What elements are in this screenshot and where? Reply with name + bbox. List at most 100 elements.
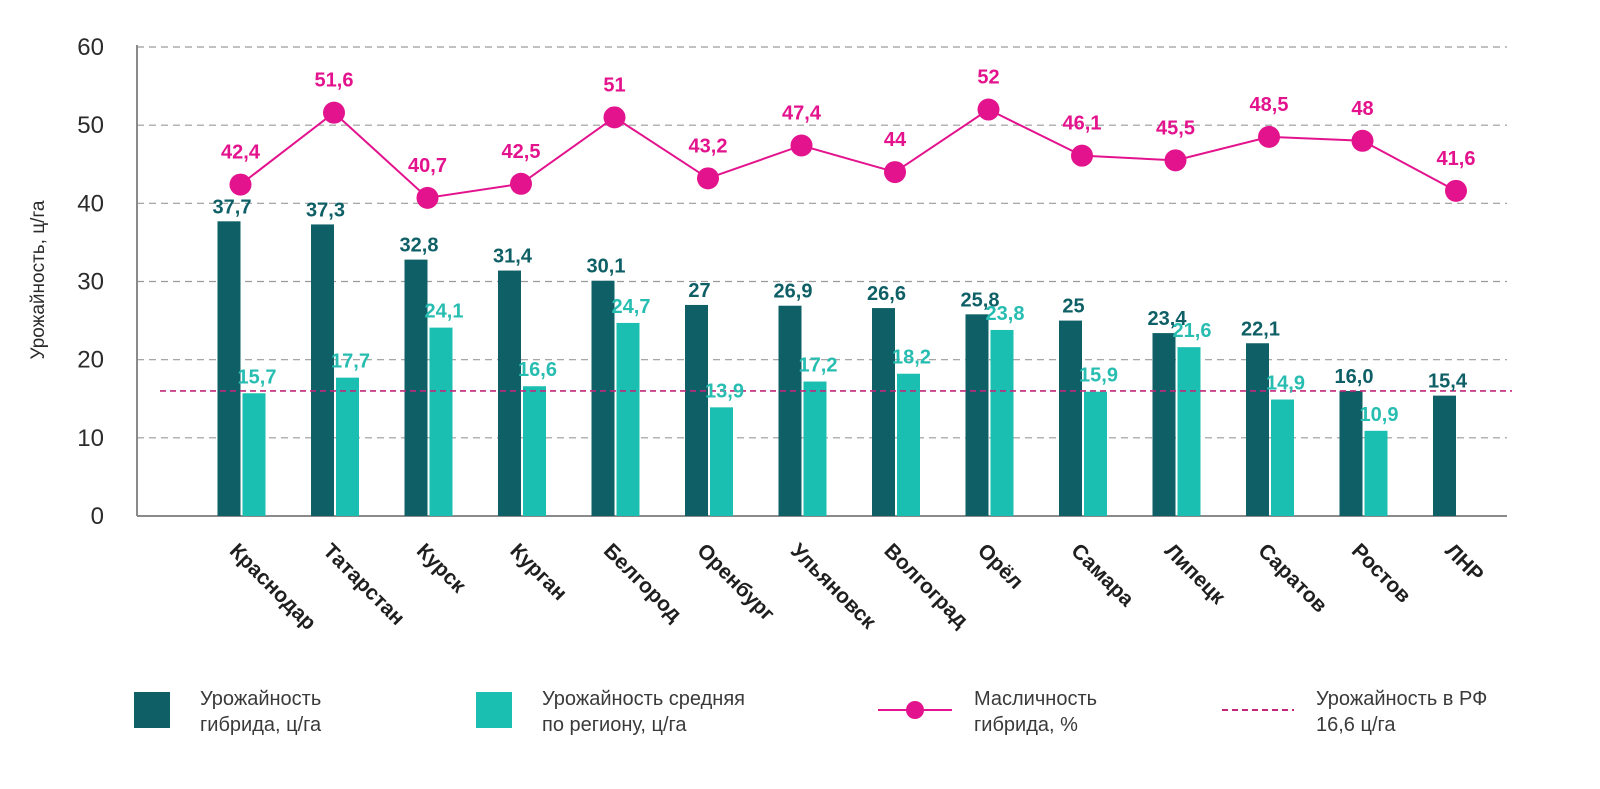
legend-item-hybrid: Урожайность гибрида, ц/га xyxy=(134,686,321,738)
x-category-label: Липецк xyxy=(1160,539,1230,609)
oil-point xyxy=(1351,129,1374,152)
data-label-hybrid: 25 xyxy=(1062,296,1084,318)
bar-regional-average xyxy=(1271,399,1294,516)
legend-item-avg: Урожайность средняя по региону, ц/га xyxy=(476,686,745,738)
legend-label-hybrid: Урожайность гибрида, ц/га xyxy=(200,686,321,738)
bar-hybrid xyxy=(1246,343,1269,516)
bar-hybrid xyxy=(685,304,708,516)
data-label-hybrid: 23,4 xyxy=(1148,308,1188,330)
bar-regional-average xyxy=(803,381,827,516)
legend-item-rf: Урожайность в РФ 16,6 ц/га xyxy=(1222,686,1487,738)
bars-layer xyxy=(217,221,1456,517)
data-label-oil: 47,4 xyxy=(782,102,822,124)
data-label-hybrid: 32,8 xyxy=(400,235,439,257)
data-label-regional-average: 17,7 xyxy=(331,351,370,373)
x-category-label: ЛНР xyxy=(1440,539,1487,586)
legend-marker-oil xyxy=(878,701,952,719)
data-label-regional-average: 14,9 xyxy=(1266,373,1305,395)
data-label-regional-average: 21,6 xyxy=(1173,320,1212,342)
bar-hybrid xyxy=(311,224,334,516)
data-label-oil: 45,5 xyxy=(1156,117,1195,139)
y-tick-label: 0 xyxy=(91,503,104,530)
bar-hybrid xyxy=(1059,320,1082,516)
bar-hybrid xyxy=(965,314,989,516)
data-label-hybrid: 27 xyxy=(688,280,710,302)
bar-hybrid xyxy=(1152,333,1176,516)
bar-hybrid xyxy=(1433,395,1456,516)
data-label-hybrid: 37,3 xyxy=(306,199,345,221)
y-tick-label: 30 xyxy=(77,269,104,296)
data-labels-layer: 37,7 15,7 37,3 17,7 32,8 24,1 31,4 16,6 30,1 24,7… xyxy=(213,67,1476,426)
oil-point xyxy=(416,186,439,209)
legend: Урожайность гибрида, ц/га Урожайность ср… xyxy=(0,686,1600,746)
data-label-hybrid: 22,1 xyxy=(1241,318,1280,340)
data-label-hybrid: 15,4 xyxy=(1428,371,1468,393)
oil-point xyxy=(229,173,252,196)
legend-swatch-avg xyxy=(476,692,512,728)
oil-point xyxy=(1445,179,1467,202)
legend-text-line: 16,6 ц/га xyxy=(1316,714,1396,736)
x-category-label: Саратов xyxy=(1253,539,1331,617)
data-label-regional-average: 18,2 xyxy=(892,347,931,369)
data-label-regional-average: 24,7 xyxy=(612,296,651,318)
legend-label-oil: Масличность гибрида, % xyxy=(974,686,1097,738)
x-category-label: Краснодар xyxy=(225,539,321,635)
bar-regional-average xyxy=(523,386,546,516)
legend-swatch-hybrid xyxy=(134,692,170,728)
oil-point xyxy=(790,134,813,157)
oil-point xyxy=(603,106,626,129)
data-label-regional-average: 10,9 xyxy=(1360,404,1399,426)
data-label-hybrid: 26,9 xyxy=(774,281,813,303)
legend-item-oil: Масличность гибрида, % xyxy=(878,686,1097,738)
x-category-label: Татарстан xyxy=(318,539,409,630)
data-label-oil: 43,2 xyxy=(689,135,728,157)
data-label-regional-average: 16,6 xyxy=(518,359,557,381)
bar-regional-average xyxy=(429,327,453,516)
data-label-oil: 48,5 xyxy=(1250,94,1289,116)
legend-text-line: Урожайность средняя xyxy=(542,688,745,710)
data-label-regional-average: 17,2 xyxy=(799,355,838,377)
data-label-oil: 51,6 xyxy=(315,70,354,92)
y-tick-label: 10 xyxy=(77,425,104,452)
data-label-regional-average: 23,8 xyxy=(986,303,1025,325)
y-tick-label: 60 xyxy=(77,34,104,61)
x-category-label: Орёл xyxy=(973,539,1028,594)
y-tick-label: 20 xyxy=(77,347,104,374)
data-label-hybrid: 31,4 xyxy=(493,246,533,268)
data-label-hybrid: 26,6 xyxy=(867,283,906,305)
bar-regional-average xyxy=(710,407,733,516)
bar-hybrid xyxy=(872,308,895,516)
legend-text-line: гибрида, % xyxy=(974,714,1078,736)
oil-point xyxy=(323,101,345,124)
bar-hybrid xyxy=(591,280,615,516)
bar-hybrid xyxy=(498,270,521,516)
data-label-hybrid: 25,8 xyxy=(961,289,1000,311)
bar-hybrid xyxy=(778,305,802,516)
x-category-label: Оренбург xyxy=(692,539,779,626)
data-label-regional-average: 15,9 xyxy=(1079,365,1118,387)
x-category-label: Белгород xyxy=(599,539,686,626)
data-label-oil: 40,7 xyxy=(408,155,447,177)
data-label-oil: 42,5 xyxy=(502,141,541,163)
oil-point xyxy=(884,161,906,184)
data-label-regional-average: 15,7 xyxy=(238,366,277,388)
x-category-label: Ростов xyxy=(1347,539,1415,607)
oil-point xyxy=(977,98,1000,121)
legend-label-rf: Урожайность в РФ 16,6 ц/га xyxy=(1316,686,1487,738)
data-label-regional-average: 24,1 xyxy=(425,301,464,323)
data-label-regional-average: 13,9 xyxy=(705,380,744,402)
data-label-hybrid: 30,1 xyxy=(587,256,626,278)
bar-hybrid xyxy=(217,221,241,517)
bar-regional-average xyxy=(1364,430,1388,516)
x-category-label: Ульяновск xyxy=(786,539,881,634)
bar-regional-average xyxy=(242,393,266,516)
bar-regional-average xyxy=(897,373,920,516)
oil-point xyxy=(1164,149,1187,172)
y-tick-label: 40 xyxy=(77,190,104,217)
data-label-oil: 41,6 xyxy=(1437,148,1476,170)
bar-hybrid xyxy=(1339,390,1363,516)
bar-regional-average xyxy=(1177,347,1201,516)
oil-line-layer xyxy=(229,98,1467,209)
